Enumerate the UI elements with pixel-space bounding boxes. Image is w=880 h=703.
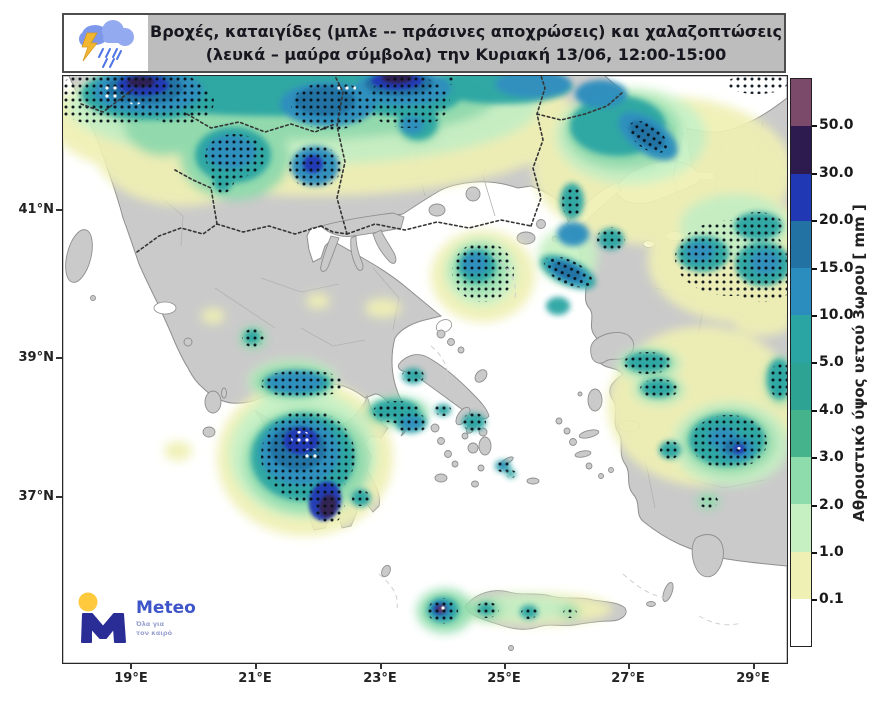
lon-tickmark bbox=[130, 663, 132, 669]
cb-tick-30: 30.0 bbox=[819, 165, 854, 181]
lon-tick-27E: 27°E bbox=[611, 671, 645, 686]
lon-tickmark bbox=[628, 663, 630, 669]
lat-tick-39N: 39°N bbox=[18, 350, 54, 365]
title-bar: Βροχές, καταιγίδες (μπλε -- πράσινες απο… bbox=[62, 13, 786, 73]
colorbar-segment bbox=[791, 315, 811, 363]
colorbar-segment bbox=[791, 126, 811, 174]
logo-text: Meteo Όλα για τον καιρό bbox=[136, 600, 196, 638]
map-frame bbox=[62, 75, 788, 664]
colorbar-segment bbox=[791, 504, 811, 552]
cb-tick-2: 2.0 bbox=[819, 497, 844, 513]
lat-tickmark bbox=[56, 496, 62, 498]
logo-m-letter bbox=[81, 613, 126, 643]
lon-tick-19E: 19°E bbox=[114, 671, 148, 686]
lon-tick-25E: 25°E bbox=[487, 671, 521, 686]
lon-tick-23E: 23°E bbox=[363, 671, 397, 686]
logo-tagline: Όλα για τον καιρό bbox=[136, 620, 173, 637]
colorbar-segment bbox=[791, 362, 811, 410]
cb-tick-50: 50.0 bbox=[819, 117, 854, 133]
colorbar-segment bbox=[791, 551, 811, 599]
colorbar-segment bbox=[791, 79, 811, 127]
lon-tickmark bbox=[504, 663, 506, 669]
meteo-logo-icon bbox=[78, 592, 126, 643]
cb-tick-4: 4.0 bbox=[819, 402, 844, 418]
meteo-logo: Meteo Όλα για τον καιρό bbox=[74, 588, 196, 646]
logo-sun-dot bbox=[78, 592, 98, 612]
colorbar-segment bbox=[791, 268, 811, 316]
lon-tick-29E: 29°E bbox=[736, 671, 770, 686]
country-borders bbox=[80, 76, 624, 253]
colorbar-segment bbox=[791, 173, 811, 221]
cb-tick-5: 5.0 bbox=[819, 354, 844, 370]
hail-stipple-black bbox=[63, 76, 787, 624]
lon-tickmark bbox=[255, 663, 257, 669]
cb-tick-3: 3.0 bbox=[819, 449, 844, 465]
cb-tick-15: 15.0 bbox=[819, 260, 854, 276]
colorbar bbox=[790, 78, 812, 647]
colorbar-segment bbox=[791, 220, 811, 268]
colorbar-axis-label: Αθροιστικό ύψος υετού 3ωρου [ mm ] bbox=[850, 203, 869, 522]
map-title: Βροχές, καταιγίδες (μπλε -- πράσινες απο… bbox=[148, 15, 784, 71]
storm-icon-box bbox=[64, 15, 148, 71]
sea-boundaries bbox=[378, 255, 742, 626]
title-line-1: Βροχές, καταιγίδες (μπλε -- πράσινες απο… bbox=[150, 21, 782, 41]
colorbar-segment bbox=[791, 457, 811, 505]
lat-tick-37N: 37°N bbox=[18, 489, 54, 504]
cb-tick-20: 20.0 bbox=[819, 212, 854, 228]
cb-tick-0p1: 0.1 bbox=[819, 591, 844, 607]
logo-brand: Meteo bbox=[136, 598, 196, 618]
colorbar-segment bbox=[791, 409, 811, 457]
lon-tickmark bbox=[753, 663, 755, 669]
hail-stipple-white bbox=[99, 82, 742, 614]
thunderstorm-icon bbox=[79, 20, 134, 68]
lon-tick-21E: 21°E bbox=[238, 671, 272, 686]
precipitation-map bbox=[63, 76, 787, 663]
lat-tickmark bbox=[56, 209, 62, 211]
cb-tick-10: 10.0 bbox=[819, 307, 854, 323]
colorbar-segment bbox=[791, 598, 811, 646]
lat-tickmark bbox=[56, 357, 62, 359]
title-line-2: (λευκά – μαύρα σύμβολα) την Κυριακή 13/0… bbox=[205, 45, 727, 64]
lat-tick-41N: 41°N bbox=[18, 202, 54, 217]
lon-tickmark bbox=[380, 663, 382, 669]
cb-tick-1: 1.0 bbox=[819, 544, 844, 560]
